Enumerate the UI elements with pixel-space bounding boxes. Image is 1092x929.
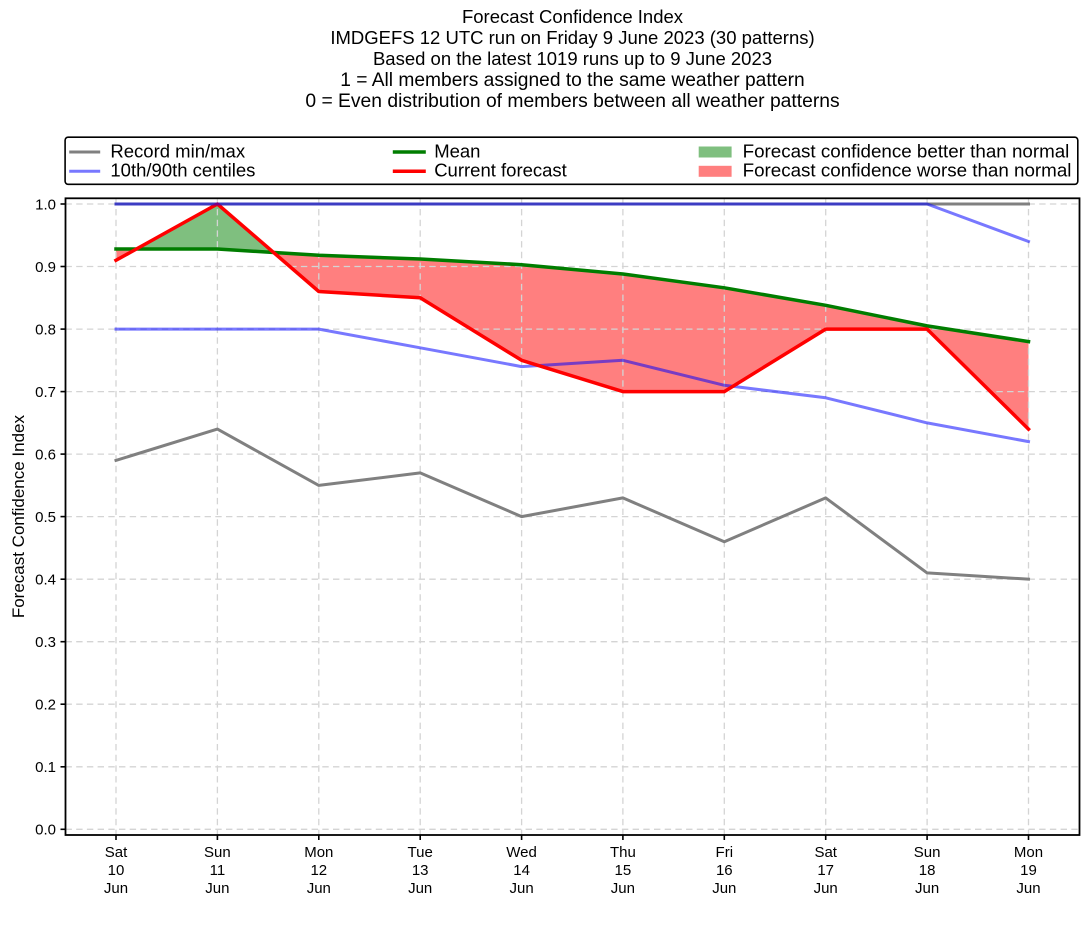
svg-text:Record min/max: Record min/max bbox=[110, 140, 245, 161]
svg-text:Jun: Jun bbox=[307, 880, 331, 897]
svg-text:Mon: Mon bbox=[1014, 844, 1043, 861]
svg-text:0.6: 0.6 bbox=[35, 446, 56, 463]
svg-text:IMDGEFS 12 UTC run on Friday 9: IMDGEFS 12 UTC run on Friday 9 June 2023… bbox=[330, 27, 814, 48]
svg-text:18: 18 bbox=[919, 862, 936, 879]
svg-text:Mean: Mean bbox=[434, 140, 480, 161]
svg-text:0 = Even distribution of membe: 0 = Even distribution of members between… bbox=[305, 91, 839, 112]
svg-text:Sat: Sat bbox=[814, 844, 837, 861]
svg-text:Current forecast: Current forecast bbox=[434, 160, 567, 181]
svg-text:Jun: Jun bbox=[510, 880, 534, 897]
svg-text:Based on the latest 1019 runs: Based on the latest 1019 runs up to 9 Ju… bbox=[373, 48, 772, 69]
svg-text:16: 16 bbox=[716, 862, 733, 879]
svg-text:Fri: Fri bbox=[716, 844, 734, 861]
svg-text:11: 11 bbox=[210, 862, 226, 879]
svg-text:Jun: Jun bbox=[1016, 880, 1040, 897]
svg-text:Forecast Confidence Index: Forecast Confidence Index bbox=[9, 415, 28, 619]
svg-text:Sun: Sun bbox=[204, 844, 231, 861]
svg-text:17: 17 bbox=[817, 862, 834, 879]
svg-text:Thu: Thu bbox=[610, 844, 636, 861]
svg-text:10th/90th centiles: 10th/90th centiles bbox=[110, 160, 255, 181]
svg-text:Jun: Jun bbox=[205, 880, 229, 897]
svg-text:0.0: 0.0 bbox=[35, 822, 56, 839]
svg-text:0.2: 0.2 bbox=[35, 697, 56, 714]
svg-text:1.0: 1.0 bbox=[35, 196, 56, 213]
svg-text:10: 10 bbox=[108, 862, 125, 879]
svg-text:Sun: Sun bbox=[914, 844, 941, 861]
svg-text:0.4: 0.4 bbox=[35, 572, 56, 589]
svg-text:Jun: Jun bbox=[408, 880, 432, 897]
svg-text:0.8: 0.8 bbox=[35, 321, 56, 338]
svg-text:0.3: 0.3 bbox=[35, 634, 56, 651]
svg-text:Jun: Jun bbox=[611, 880, 635, 897]
svg-text:19: 19 bbox=[1020, 862, 1037, 879]
svg-text:Forecast confidence worse than: Forecast confidence worse than normal bbox=[743, 160, 1072, 181]
svg-text:0.7: 0.7 bbox=[35, 384, 56, 401]
svg-text:Tue: Tue bbox=[408, 844, 433, 861]
svg-text:15: 15 bbox=[615, 862, 632, 879]
svg-text:Wed: Wed bbox=[506, 844, 537, 861]
svg-text:0.5: 0.5 bbox=[35, 509, 56, 526]
svg-text:13: 13 bbox=[412, 862, 429, 879]
svg-text:Jun: Jun bbox=[104, 880, 128, 897]
svg-text:Sat: Sat bbox=[105, 844, 128, 861]
svg-text:Jun: Jun bbox=[814, 880, 838, 897]
svg-text:12: 12 bbox=[310, 862, 327, 879]
svg-text:0.9: 0.9 bbox=[35, 259, 56, 276]
svg-text:Forecast Confidence Index: Forecast Confidence Index bbox=[462, 6, 684, 27]
svg-text:Mon: Mon bbox=[304, 844, 333, 861]
svg-text:Jun: Jun bbox=[915, 880, 939, 897]
svg-text:14: 14 bbox=[513, 862, 530, 879]
svg-text:1 = All members assigned to th: 1 = All members assigned to the same wea… bbox=[340, 70, 804, 91]
svg-text:Jun: Jun bbox=[712, 880, 736, 897]
svg-text:Forecast confidence better tha: Forecast confidence better than normal bbox=[743, 140, 1070, 161]
svg-text:0.1: 0.1 bbox=[35, 759, 56, 776]
